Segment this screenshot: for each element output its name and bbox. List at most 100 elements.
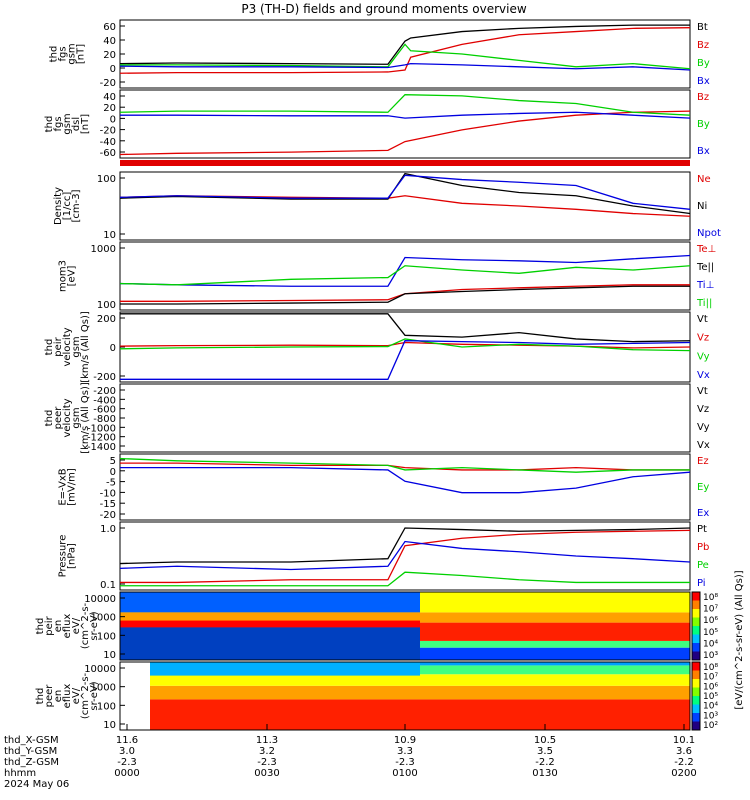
colorbar-tick: 10⁶ (703, 616, 718, 626)
colorbar-label: [eV/(cm^2-s-sr-eV) (All Qs)] (734, 570, 745, 709)
colorbar-tick: 10⁴ (703, 702, 718, 712)
colorbar-cell (692, 696, 700, 705)
y-tick-label: -20 (100, 510, 116, 521)
y-axis-label: mom3 (58, 260, 69, 292)
colorbar-cell (692, 721, 700, 731)
y-tick-label: 1000 (91, 683, 116, 694)
x-tick-label: 11.3 (256, 735, 278, 746)
legend-entry: Vz (697, 333, 709, 344)
x-tick-label: 3.0 (119, 746, 135, 757)
y-axis-label: (cm^2-s- (80, 602, 91, 649)
legend-entry: Vt (697, 386, 708, 397)
y-axis-label: velocity (62, 398, 73, 437)
y-axis-label: gsm (71, 407, 82, 428)
y-axis-label: Pressure (58, 535, 69, 578)
legend-entry: Ey (697, 482, 709, 493)
y-tick-label: 40 (103, 92, 116, 103)
colorbars: 10⁸10⁷10⁶10⁵10⁴10³10⁸10⁷10⁶10⁵10⁴10³10²[… (691, 570, 745, 731)
series-line-Bt (119, 24, 690, 65)
y-axis-label: eflux (62, 684, 73, 709)
colorbar-cell (692, 609, 700, 618)
flag-strip (120, 160, 690, 166)
legend-entry: Ne (697, 174, 711, 185)
series-line-Vt (120, 313, 691, 343)
y-tick-label: 5 (110, 456, 116, 467)
y-tick-label: -200 (93, 372, 116, 383)
x-tick-label: 10.1 (673, 735, 695, 746)
colorbar-tick: 10⁸ (703, 663, 718, 673)
x-tick-label: -2.3 (257, 757, 277, 768)
series-line-Bx (119, 62, 691, 71)
legend-entry: Bx (697, 76, 710, 87)
y-tick-label: -10 (100, 488, 116, 499)
y-axis-label: peer (44, 684, 55, 708)
colorbar-cell (692, 651, 700, 661)
legend-entry: By (697, 119, 710, 130)
y-tick-label: 1000 (91, 244, 116, 255)
colorbar-tick: 10⁵ (703, 628, 718, 638)
legend-entry: Vt (697, 314, 708, 325)
y-axis-label: [nT] (80, 114, 91, 134)
legend-entry: Vy (697, 351, 710, 362)
x-tick-label: 0000 (114, 768, 139, 779)
x-tick-label: -2.3 (395, 757, 415, 768)
colorbar-frame (691, 661, 701, 731)
colorbar-cell (692, 617, 700, 627)
y-tick-label: 0 (110, 467, 116, 478)
y-axis-label: gsm (67, 43, 78, 64)
x-row-label: 2024 May 06 (4, 779, 69, 790)
panel-frame (119, 521, 691, 591)
y-tick-label: -1400 (87, 442, 116, 453)
series-line-Te|| (120, 285, 690, 305)
y-tick-label: 0 (110, 343, 116, 354)
colorbar-tick: 10⁸ (703, 593, 718, 603)
y-tick-label: -600 (93, 405, 116, 416)
y-tick-label: -20 (100, 126, 116, 137)
legend-entry: Bz (697, 92, 709, 103)
colorbar-cell (692, 600, 700, 610)
legend-entry: Bz (697, 40, 709, 51)
panel-density: Density[1/cc][cm-3] 100 10 Ne Ni Npot (53, 171, 721, 241)
y-axis-label: dsl (71, 117, 82, 131)
panel-efield: E=-VxB[mV/m] 50-5-10-15-20 Ez Ey Ex (58, 453, 709, 521)
panel-frame (119, 89, 691, 159)
y-axis-label: thd (44, 116, 55, 133)
series-line-Ni (119, 172, 691, 215)
x-tick-label: 3.3 (397, 746, 413, 757)
y-axis-label: peer (53, 406, 64, 430)
series-line-By (120, 43, 691, 70)
legend-entry: Pb (697, 542, 709, 553)
spectrum-band (120, 592, 420, 613)
y-axis-label: thd (44, 339, 55, 356)
x-tick-label: -2.2 (535, 757, 555, 768)
y-axis-label: peir (44, 615, 55, 635)
legend-entry: Vx (697, 370, 710, 381)
series-line-Ey (119, 457, 690, 473)
y-tick-label: 10 (103, 720, 116, 731)
y-axis-label: thd (44, 410, 55, 427)
legend-entry: Ni (697, 201, 707, 212)
y-axis-label: gsm (62, 113, 73, 134)
panel-frame (119, 171, 691, 241)
series-line-Ez (120, 462, 690, 471)
series-line-Vx (120, 340, 691, 380)
x-tick-label: 0100 (392, 768, 417, 779)
legend-entry: Ti⊥ (696, 280, 714, 291)
colorbar-tick: 10⁵ (703, 692, 718, 702)
y-tick-label: 100 (97, 631, 116, 642)
y-tick-label: 200 (97, 314, 116, 325)
x-row-label: thd_Z-GSM (4, 757, 59, 768)
data-gap (120, 662, 150, 730)
series-line-Bx (120, 111, 691, 119)
y-tick-label: 100 (97, 300, 116, 311)
legend-entry: Pt (697, 524, 707, 535)
legend-entry: Npot (697, 228, 721, 239)
y-tick-label: -5 (106, 478, 116, 489)
legend-entry: Te|| (696, 262, 714, 273)
x-tick-label: 10.9 (394, 735, 416, 746)
legend-entry: Ti|| (696, 298, 712, 309)
series-line-Ex (120, 467, 691, 494)
colorbar-cell (692, 670, 700, 680)
